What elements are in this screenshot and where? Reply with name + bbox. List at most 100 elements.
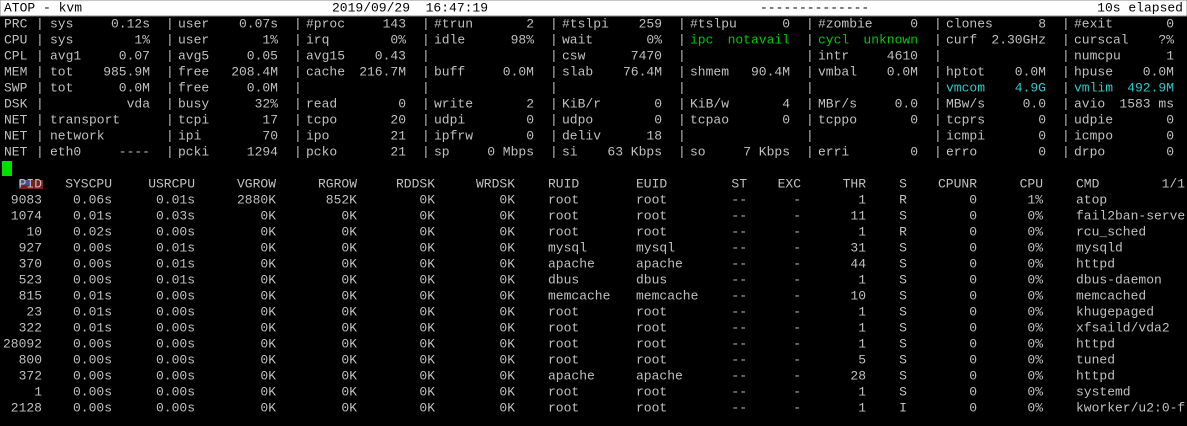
process-cell: 1 [34, 384, 42, 399]
process-cell: 0K [260, 240, 276, 255]
process-cell: 1 [858, 400, 866, 415]
separator: | [36, 64, 44, 79]
process-cell: 0 [969, 400, 977, 415]
process-cell: 0K [499, 224, 515, 239]
field-name: idle [434, 32, 465, 47]
process-cell: root [636, 336, 667, 351]
process-cell: 0K [419, 288, 435, 303]
field-value: 0.0M [119, 80, 150, 95]
field-value: 21 [390, 128, 406, 143]
process-cell: 370 [19, 256, 42, 271]
process-cell: 0.00s [73, 240, 112, 255]
field-value: 1294 [247, 144, 278, 159]
process-cell: 10 [26, 224, 42, 239]
field-value: 0 [910, 144, 918, 159]
process-cell: 927 [19, 240, 42, 255]
separator: | [1062, 16, 1070, 31]
field-name: tot [50, 80, 73, 95]
process-cell: 0K [499, 288, 515, 303]
system-label: MEM [4, 64, 27, 79]
field-value: 98% [511, 32, 535, 47]
field-name: hpuse [1074, 64, 1113, 79]
field-name: irq [306, 32, 329, 47]
separator: | [1062, 144, 1070, 159]
process-cell: -- [731, 352, 747, 367]
process-cell: - [793, 368, 801, 383]
process-cell: root [548, 320, 579, 335]
process-cell: root [548, 208, 579, 223]
process-cell: apache [636, 256, 683, 271]
process-cell: 0K [260, 224, 276, 239]
process-cell: 0.00s [156, 288, 195, 303]
separator: | [678, 16, 686, 31]
process-cell: I [899, 400, 907, 415]
process-cell: 0K [499, 240, 515, 255]
process-cell: 0.00s [73, 352, 112, 367]
separator: | [294, 112, 302, 127]
process-cell: R [899, 224, 907, 239]
field-name: transport [50, 112, 120, 127]
process-cell: root [548, 224, 579, 239]
field-value: 2 [526, 16, 534, 31]
process-cell: 0% [1027, 368, 1043, 383]
field-name: tot [50, 64, 73, 79]
process-cell: -- [731, 336, 747, 351]
separator: | [934, 80, 942, 95]
process-cell: root [636, 208, 667, 223]
process-cell: 0.00s [156, 384, 195, 399]
field-name: avio [1074, 96, 1105, 111]
process-cell: -- [731, 384, 747, 399]
process-cell: 322 [19, 320, 42, 335]
process-cell: memcached [1076, 288, 1146, 303]
separator: | [678, 96, 686, 111]
column-header: EUID [636, 176, 667, 191]
process-cell: 0K [419, 256, 435, 271]
process-cell: 1 [858, 224, 866, 239]
field-value: 143 [383, 16, 406, 31]
separator: | [422, 16, 430, 31]
process-cell: mysql [636, 240, 675, 255]
process-cell: 2880K [237, 192, 276, 207]
field-name: so [690, 144, 706, 159]
field-value: 2 [526, 96, 534, 111]
header-bar [0, 0, 1187, 17]
separator: | [166, 32, 174, 47]
separator: | [550, 16, 558, 31]
field-name: shmem [690, 64, 729, 79]
process-cell: 31 [850, 240, 866, 255]
field-name: drpo [1074, 144, 1105, 159]
process-cell: 0K [499, 336, 515, 351]
process-cell: 0.00s [156, 400, 195, 415]
process-cell: 0% [1027, 240, 1043, 255]
process-cell: 0K [499, 208, 515, 223]
process-cell: memcache [636, 288, 698, 303]
process-cell: 0 [969, 288, 977, 303]
separator: | [166, 112, 174, 127]
process-cell: root [548, 192, 579, 207]
field-name: curscal [1074, 32, 1129, 47]
separator: | [166, 96, 174, 111]
page-indicator: 1/1 [1162, 176, 1186, 191]
separator: | [1062, 64, 1070, 79]
field-value: 208.4M [231, 64, 278, 79]
field-name: tcppo [818, 112, 857, 127]
separator: | [550, 112, 558, 127]
field-name: tcprs [946, 112, 985, 127]
process-cell: kworker/u2:0-f [1076, 400, 1185, 415]
process-cell: 1 [858, 272, 866, 287]
field-name: avg5 [178, 48, 209, 63]
field-value: 0 [1038, 112, 1046, 127]
system-label: CPU [4, 32, 27, 47]
field-value: 8 [1038, 16, 1046, 31]
field-value: 0 [1038, 144, 1046, 159]
process-cell: apache [548, 256, 595, 271]
separator: | [422, 64, 430, 79]
process-cell: 0.00s [73, 400, 112, 415]
process-cell: 9083 [11, 192, 42, 207]
field-value: 985.9M [103, 64, 150, 79]
field-value: 492.9M [1127, 80, 1174, 95]
separator: | [294, 32, 302, 47]
field-name: sys [50, 16, 73, 31]
process-cell: - [793, 288, 801, 303]
field-value: 7470 [631, 48, 662, 63]
